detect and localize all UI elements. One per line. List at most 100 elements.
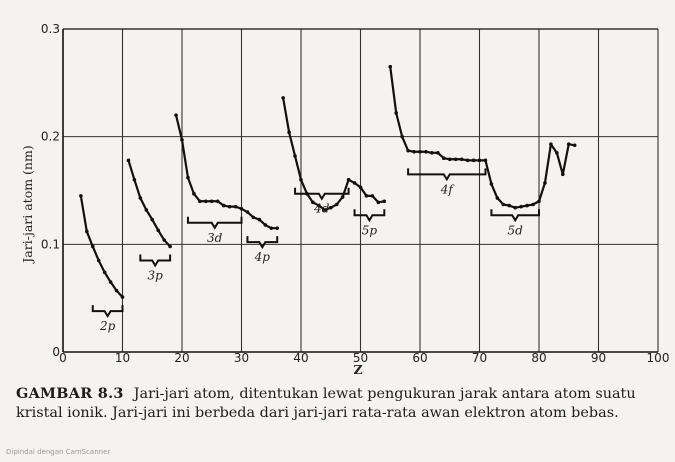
data-point: [263, 223, 268, 227]
subshell-label: 5d: [508, 223, 524, 237]
subshell-bracket: [353, 209, 386, 223]
x-tick-label: 50: [353, 351, 368, 365]
data-point: [465, 158, 470, 163]
data-point: [477, 158, 482, 163]
data-point: [382, 199, 387, 204]
subshell-label: 2p: [99, 319, 116, 333]
subshell-bracket: [246, 236, 279, 250]
data-point: [352, 181, 357, 185]
data-point: [323, 208, 327, 212]
x-tick-label: 30: [234, 351, 249, 365]
data-point: [281, 96, 285, 100]
data-point: [257, 217, 262, 222]
scanner-footer: Dipindai dengan CamScanner: [6, 448, 111, 456]
data-point: [376, 200, 381, 205]
chart-grid: [63, 29, 659, 352]
data-point: [102, 270, 107, 275]
subshell-bracket: [186, 216, 243, 230]
data-point: [447, 157, 452, 162]
x-tick-label: 70: [472, 351, 487, 365]
data-point: [418, 149, 422, 154]
data-point: [334, 202, 339, 207]
y-tick-label: 0: [52, 345, 60, 359]
data-point: [549, 142, 553, 147]
series-line: [79, 194, 124, 299]
data-point: [162, 238, 166, 242]
figure-label: GAMBAR 8.3: [16, 385, 124, 402]
y-tick-label: 0.3: [41, 22, 60, 36]
data-point: [251, 215, 256, 220]
subshell-label: 4f: [440, 182, 456, 196]
series-line: [174, 114, 279, 230]
data-point: [483, 158, 488, 163]
data-point: [209, 199, 214, 204]
x-tick-label: 0: [59, 351, 67, 365]
data-point: [275, 226, 280, 230]
data-point: [311, 200, 315, 205]
x-axis-title: Z: [353, 362, 362, 377]
series-line: [389, 65, 576, 209]
data-point: [328, 205, 333, 210]
data-point: [340, 195, 345, 199]
data-point: [543, 181, 547, 185]
x-tick-label: 60: [412, 351, 427, 365]
data-point: [317, 203, 321, 208]
data-point: [215, 199, 220, 204]
data-point: [566, 142, 571, 147]
caption-text: Jari-jari atom, ditentukan lewat penguku…: [16, 386, 636, 421]
subshell-label: 5p: [362, 223, 378, 237]
data-point: [495, 196, 500, 200]
subshell-label: 4d: [313, 202, 330, 216]
data-point: [513, 205, 517, 210]
data-point: [430, 151, 434, 155]
data-point: [459, 157, 464, 162]
figure-caption: GAMBAR 8.3 Jari-jari atom, ditentukan lew…: [16, 384, 666, 423]
data-point: [299, 177, 303, 182]
data-point: [96, 258, 101, 263]
data-point: [388, 64, 393, 69]
atomic-radius-chart: 0 10 20 30 40 50 60 70 80 90 100 0 0.1 0.2 0.3 2p 3p 3d 4…: [20, 22, 670, 377]
subshell-label: 3d: [207, 231, 223, 245]
data-point: [394, 111, 399, 115]
data-point: [453, 157, 458, 162]
data-point: [358, 185, 363, 190]
data-point: [204, 199, 208, 204]
data-point: [424, 149, 428, 154]
data-point: [507, 203, 512, 208]
subshell-label: 3p: [148, 268, 164, 282]
y-tick-label: 0.1: [41, 237, 60, 251]
data-point: [198, 199, 202, 204]
subshell-bracket: [490, 209, 540, 223]
subshell-bracket: [407, 168, 487, 182]
data-point: [370, 194, 375, 198]
chart-axes: [62, 28, 658, 353]
data-point: [471, 158, 476, 163]
data-point: [346, 177, 351, 182]
data-point: [132, 177, 137, 182]
x-tick-label: 100: [647, 351, 670, 365]
data-point: [525, 203, 529, 208]
data-point: [412, 149, 416, 154]
data-point: [114, 288, 119, 293]
x-tick-label: 20: [174, 351, 189, 365]
data-point: [561, 172, 565, 177]
data-point: [180, 138, 184, 142]
data-point: [186, 175, 190, 180]
data-point: [489, 182, 494, 186]
y-tick-label: 0.2: [41, 130, 60, 144]
data-point: [90, 244, 95, 249]
x-tick-label: 40: [293, 351, 308, 365]
data-point: [126, 158, 131, 163]
data-point: [239, 207, 244, 211]
data-point: [108, 280, 113, 284]
data-point: [144, 208, 149, 212]
data-point: [174, 113, 178, 117]
data-point: [79, 194, 83, 198]
data-point: [555, 151, 559, 155]
x-tick-label: 80: [531, 351, 546, 365]
data-point: [406, 148, 410, 153]
subshell-bracket: [91, 305, 124, 319]
tick-labels: 0 10 20 30 40 50 60 70 80 90 100 0 0.1 0.2 0.3: [41, 22, 670, 365]
x-tick-label: 90: [591, 351, 606, 365]
data-point: [531, 202, 535, 207]
